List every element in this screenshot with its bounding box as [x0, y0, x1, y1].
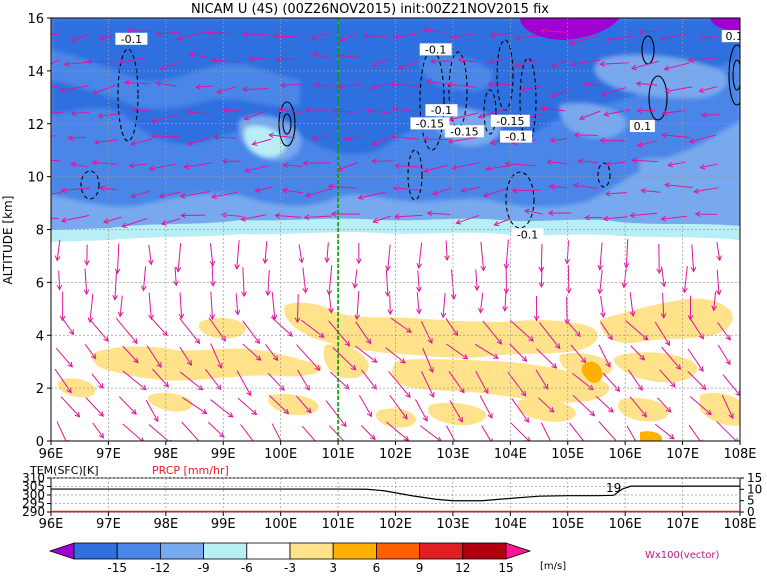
colorbar-level: -9: [198, 561, 210, 575]
colorbar-labels: -15 -12 -9 -6 -3 3 6 9 12 15: [107, 561, 513, 575]
surface-x-tick-label: 101E: [322, 517, 355, 532]
x-tick-label: 100E: [264, 447, 297, 462]
surface-x-tick-label: 99E: [211, 517, 236, 532]
y-tick-label: 14: [27, 65, 44, 80]
surface-x-tick-label: 100E: [264, 517, 297, 532]
y-tick-label: 6: [36, 276, 44, 291]
surface-right-label: PRCP [mm/hr]: [152, 464, 229, 477]
colorbar-level: -6: [241, 561, 253, 575]
surface-x-tick-label: 104E: [494, 517, 527, 532]
surface-x-tick-label: 102E: [379, 517, 412, 532]
wind-field: -0.1-0.1-0.1-0.15-0.15-0.15-0.1-0.10.10.…: [34, 18, 747, 449]
colorbar: [50, 543, 530, 559]
colorbar-segment: [117, 543, 160, 559]
surface-x-tick-label: 107E: [666, 517, 699, 532]
left-tick-label: 310: [22, 471, 45, 485]
x-tick-label: 108E: [723, 447, 756, 462]
colorbar-segment: [333, 543, 376, 559]
contour-label: -0.15: [416, 117, 444, 130]
colorbar-level: 9: [416, 561, 424, 575]
colorbar-level: 15: [498, 561, 513, 575]
colorbar-segment: [463, 543, 506, 559]
x-tick-label: 106E: [609, 447, 642, 462]
y-tick-label: 2: [36, 382, 44, 397]
colorbar-segment: [290, 543, 333, 559]
colorbar-segment: [160, 543, 203, 559]
colorbar-level: -15: [107, 561, 127, 575]
colorbar-level: 3: [329, 561, 337, 575]
surface-annotation: 19: [606, 481, 621, 495]
x-tick-label: 98E: [153, 447, 178, 462]
surface-x-tick-label: 97E: [96, 517, 121, 532]
surface-x-tick-label: 108E: [723, 517, 756, 532]
contour-label: -0.1: [425, 43, 446, 56]
x-tick-label: 103E: [436, 447, 469, 462]
x-tick-label: 107E: [666, 447, 699, 462]
longitude-tick-labels: 96E 97E 98E 99E 100E 101E 102E 103E 104E 105E 106E…: [39, 447, 757, 462]
colorbar-level: 12: [455, 561, 470, 575]
surface-panel: TEM(SFC)[K] PRCP [mm/hr] 19 290295300305…: [22, 464, 762, 532]
x-tick-label: 99E: [211, 447, 236, 462]
y-axis-label: ALTITUDE [km]: [1, 196, 15, 285]
y-tick-label: 8: [36, 224, 44, 239]
y-tick-label: 4: [36, 329, 44, 344]
x-tick-label: 97E: [96, 447, 121, 462]
contour-label: -0.1: [431, 104, 452, 117]
colorbar-segment: [74, 543, 117, 559]
colorbar-level: -12: [151, 561, 171, 575]
right-tick-label: 15: [747, 471, 762, 485]
surface-longitude-labels: 96E 97E 98E 99E 100E 101E 102E 103E 104E 105E 106E…: [39, 517, 757, 532]
contour-label: 0.1: [634, 120, 652, 133]
colorbar-segment: [247, 543, 290, 559]
contour-label: -0.1: [505, 131, 526, 144]
x-tick-label: 104E: [494, 447, 527, 462]
colorbar-level: 6: [373, 561, 381, 575]
y-tick-label: 16: [27, 12, 44, 27]
colorbar-unit: [m/s]: [540, 561, 566, 572]
x-tick-label: 96E: [39, 447, 64, 462]
surface-x-tick-label: 98E: [153, 517, 178, 532]
surface-x-tick-label: 106E: [609, 517, 642, 532]
x-tick-label: 105E: [551, 447, 584, 462]
y-tick-label: 10: [27, 171, 44, 186]
contour-label: -0.15: [496, 115, 524, 128]
y-tick-label: 12: [27, 118, 44, 133]
colorbar-segment: [420, 543, 463, 559]
contour-label: -0.1: [517, 228, 538, 241]
surface-x-tick-label: 96E: [39, 517, 64, 532]
colorbar-segment: [204, 543, 247, 559]
colorbar-segment: [376, 543, 419, 559]
x-tick-label: 101E: [322, 447, 355, 462]
colorbar-segment: [50, 543, 74, 559]
vector-note: Wx100(vector): [645, 550, 720, 561]
x-tick-label: 102E: [379, 447, 412, 462]
surface-x-tick-label: 105E: [551, 517, 584, 532]
colorbar-segment: [506, 543, 530, 559]
contour-label: -0.15: [450, 125, 478, 138]
chart-title: NICAM U (4S) (00Z26NOV2015) init:00Z21NO…: [191, 2, 549, 17]
surface-x-tick-label: 103E: [436, 517, 469, 532]
colorbar-level: -3: [284, 561, 296, 575]
contour-label: -0.1: [121, 33, 142, 46]
